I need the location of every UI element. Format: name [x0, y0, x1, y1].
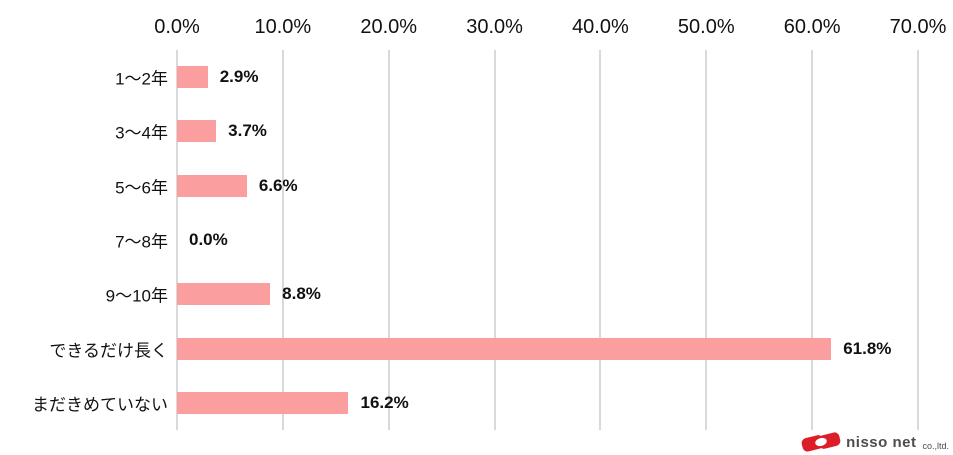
grid-line [493, 50, 496, 430]
x-axis-tick-label: 10.0% [254, 16, 312, 38]
grid-line [705, 50, 708, 430]
company-name-suffix: co.,ltd. [922, 441, 949, 451]
x-axis-tick-label: 30.0% [466, 16, 523, 38]
grid-line [281, 50, 284, 430]
x-axis-tick-label: 60.0% [783, 16, 841, 38]
value-label: 8.8% [282, 284, 321, 304]
value-label: 3.7% [228, 121, 267, 141]
x-axis-tick-label: 70.0% [889, 16, 947, 38]
x-axis-tick-label: 40.0% [572, 16, 629, 38]
bar [177, 120, 217, 143]
category-label: 9～10年 [105, 286, 168, 306]
bar [177, 283, 271, 306]
company-name: nisso net [846, 433, 917, 451]
category-label: 7～8年 [115, 232, 168, 252]
bar [177, 337, 832, 360]
company-logo: nisso net co.,ltd. [801, 431, 949, 453]
grid-line [387, 50, 390, 430]
category-label: 5～6年 [115, 178, 168, 198]
nisso-ribbon-icon [801, 431, 841, 453]
value-label: 16.2% [360, 392, 409, 412]
value-label: 0.0% [189, 230, 228, 249]
category-label: 1～2年 [115, 69, 168, 89]
grid-line [599, 50, 602, 430]
category-label: できるだけ長く [49, 341, 168, 361]
grid-line [176, 50, 178, 430]
x-axis-tick-label: 20.0% [360, 16, 418, 38]
x-axis-tick-label: 0.0% [154, 16, 200, 38]
bar [177, 174, 247, 197]
category-label: まだきめていない [32, 395, 168, 415]
value-label: 61.8% [843, 338, 892, 358]
grid-line [917, 50, 919, 430]
grid-line [811, 50, 814, 430]
x-axis-tick-label: 50.0% [677, 16, 735, 38]
value-label: 2.9% [219, 67, 259, 87]
category-label: 3～4年 [115, 123, 168, 143]
bar [177, 66, 208, 89]
bar [177, 391, 349, 414]
value-label: 6.6% [258, 175, 298, 195]
